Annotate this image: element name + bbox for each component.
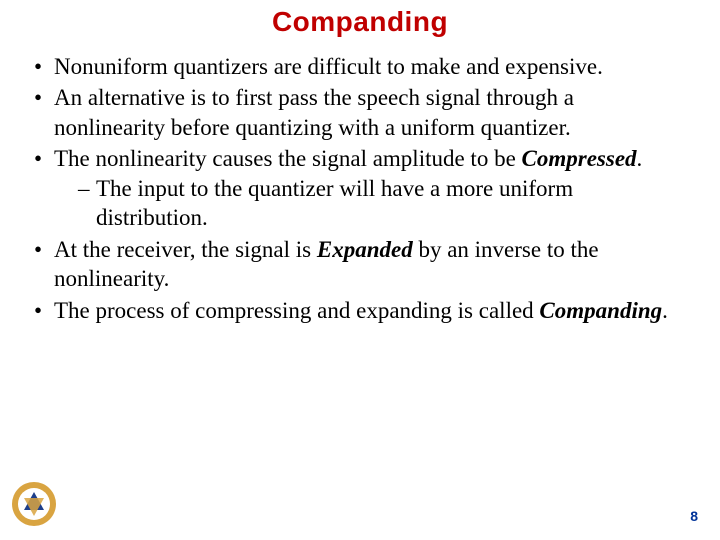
slide-logo — [10, 480, 58, 528]
emphasis-text: Compressed — [522, 146, 637, 171]
list-item: The process of compressing and expanding… — [30, 296, 690, 325]
list-item: The nonlinearity causes the signal ampli… — [30, 144, 690, 232]
emphasis-text: Expanded — [317, 237, 413, 262]
slide-body: Nonuniform quantizers are difficult to m… — [0, 38, 720, 325]
slide-title: Companding — [0, 0, 720, 38]
page-number-text: 8 — [690, 508, 698, 524]
list-item: Nonuniform quantizers are difficult to m… — [30, 52, 690, 81]
sub-bullet-list: The input to the quantizer will have a m… — [54, 174, 690, 233]
bullet-text: The process of compressing and expanding… — [54, 298, 539, 323]
page-number: 8 — [690, 508, 698, 524]
bullet-text-post: . — [637, 146, 643, 171]
title-text: Companding — [272, 6, 448, 37]
emphasis-text: Companding — [539, 298, 662, 323]
list-item: An alternative is to first pass the spee… — [30, 83, 690, 142]
list-item: At the receiver, the signal is Expanded … — [30, 235, 690, 294]
bullet-text: At the receiver, the signal is — [54, 237, 317, 262]
list-item: The input to the quantizer will have a m… — [78, 174, 690, 233]
sub-bullet-text: The input to the quantizer will have a m… — [96, 176, 573, 230]
bullet-text: Nonuniform quantizers are difficult to m… — [54, 54, 603, 79]
bullet-text: An alternative is to first pass the spee… — [54, 85, 574, 139]
bullet-text: The nonlinearity causes the signal ampli… — [54, 146, 522, 171]
logo-icon — [10, 480, 58, 528]
bullet-list: Nonuniform quantizers are difficult to m… — [30, 52, 690, 325]
bullet-text-post: . — [662, 298, 668, 323]
